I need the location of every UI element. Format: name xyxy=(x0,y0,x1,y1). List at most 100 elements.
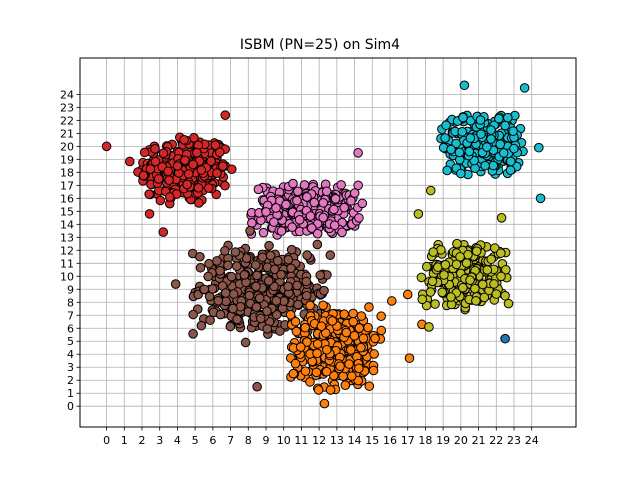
data-point xyxy=(482,142,492,152)
data-point xyxy=(271,296,282,306)
data-point xyxy=(305,300,315,311)
data-point xyxy=(535,193,546,204)
data-point xyxy=(188,329,198,339)
data-point xyxy=(158,227,169,237)
y-tick-label: 24 xyxy=(60,88,74,101)
data-point xyxy=(223,260,233,271)
data-point xyxy=(490,243,500,253)
x-tick-label: 6 xyxy=(209,434,216,447)
data-point xyxy=(354,323,365,333)
data-point xyxy=(475,115,486,125)
data-point xyxy=(183,169,194,179)
data-point xyxy=(288,368,299,379)
data-point xyxy=(265,250,276,261)
data-point xyxy=(263,276,274,286)
y-tick-label: 15 xyxy=(60,205,74,218)
plot-area-frame xyxy=(79,57,577,428)
data-point xyxy=(199,284,210,295)
data-point xyxy=(212,168,222,178)
x-axis: 0 1 2 3 4 5 6 7 8 9 10 11 12 13 14 15 16 17 18 19 20 21 22 23 24 xyxy=(103,427,539,447)
data-point xyxy=(258,227,269,238)
data-point xyxy=(196,165,207,175)
y-tick-label: 9 xyxy=(67,283,74,296)
data-point xyxy=(498,148,509,158)
data-point xyxy=(325,385,336,395)
y-tick-label: 13 xyxy=(60,231,74,244)
data-point xyxy=(218,161,228,171)
data-point xyxy=(251,281,261,292)
data-point xyxy=(276,269,286,280)
data-point xyxy=(220,180,230,191)
y-tick-label: 16 xyxy=(60,192,74,205)
x-tick-label: 7 xyxy=(227,434,234,447)
data-point xyxy=(496,248,506,258)
data-point xyxy=(203,271,213,282)
data-point xyxy=(477,279,488,290)
data-point xyxy=(368,365,379,376)
data-point xyxy=(286,263,296,274)
data-point xyxy=(480,160,490,171)
x-tick-label: 8 xyxy=(245,434,252,447)
data-point xyxy=(215,266,225,276)
data-point xyxy=(455,252,465,262)
data-point xyxy=(283,254,294,265)
data-point xyxy=(188,309,198,320)
x-tick-label: 9 xyxy=(263,434,270,447)
data-point xyxy=(214,147,225,158)
data-point xyxy=(244,290,255,301)
data-point xyxy=(164,175,174,185)
data-point xyxy=(336,180,346,190)
data-point xyxy=(446,144,456,155)
data-point xyxy=(486,134,496,144)
data-point xyxy=(312,239,323,250)
y-tick-label: 20 xyxy=(60,140,74,153)
data-point xyxy=(301,276,312,287)
data-point xyxy=(496,213,507,223)
data-points xyxy=(101,80,546,409)
x-tick-label: 16 xyxy=(383,434,397,447)
data-point xyxy=(302,250,312,260)
data-point xyxy=(294,215,305,225)
data-point xyxy=(124,156,135,167)
data-point xyxy=(503,112,513,123)
data-point xyxy=(458,282,468,293)
data-point xyxy=(494,113,504,124)
data-point xyxy=(163,166,173,177)
y-tick-label: 1 xyxy=(67,387,74,400)
data-point xyxy=(300,322,310,333)
data-point xyxy=(471,295,481,306)
data-point xyxy=(226,164,237,175)
data-point xyxy=(292,195,302,206)
data-point xyxy=(302,337,312,347)
data-point xyxy=(292,280,302,291)
x-tick-label: 20 xyxy=(454,434,468,447)
data-point xyxy=(496,271,506,282)
data-point xyxy=(262,324,273,334)
data-point xyxy=(402,289,413,300)
data-point xyxy=(344,359,354,369)
data-point xyxy=(250,260,261,270)
data-point xyxy=(321,366,332,377)
data-point xyxy=(288,178,298,189)
data-point xyxy=(293,186,303,197)
data-point xyxy=(430,299,440,309)
data-point xyxy=(348,308,358,319)
data-point xyxy=(495,139,506,150)
x-tick-label: 12 xyxy=(312,434,326,447)
data-point xyxy=(346,345,356,355)
data-point xyxy=(370,333,380,344)
x-tick-label: 23 xyxy=(507,434,521,447)
data-point xyxy=(293,299,303,310)
data-point xyxy=(300,366,311,376)
x-tick-label: 4 xyxy=(174,434,181,447)
data-point xyxy=(195,251,205,262)
data-point xyxy=(228,303,238,314)
data-point xyxy=(144,209,155,219)
data-point xyxy=(309,197,320,208)
data-point xyxy=(318,197,329,208)
data-point xyxy=(275,326,285,336)
data-point xyxy=(302,192,312,202)
data-point xyxy=(348,316,359,327)
data-point xyxy=(501,264,511,275)
